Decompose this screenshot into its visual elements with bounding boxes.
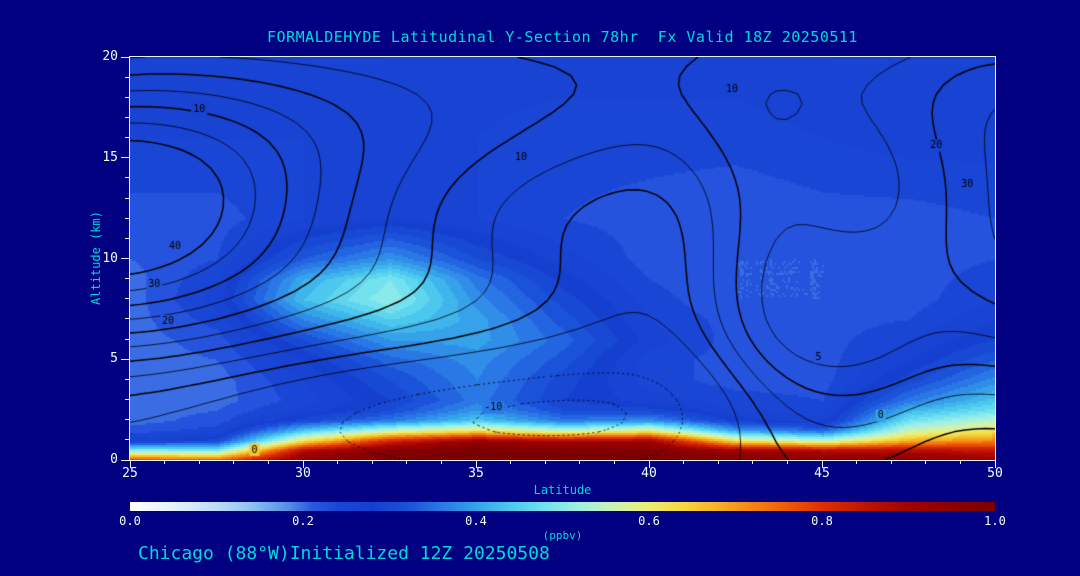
colorbar-tick-label: 0.4 (465, 514, 487, 528)
x-axis-tick (267, 460, 269, 464)
x-axis-tick (959, 460, 961, 464)
x-tick-label: 50 (987, 466, 1003, 481)
y-tick-label: 20 (102, 49, 118, 64)
station-init-annotation: Chicago (88°W)Initialized 12Z 20250508 (138, 543, 550, 564)
x-tick-label: 45 (814, 466, 830, 481)
x-axis-tick (129, 460, 131, 468)
x-axis-tick (821, 460, 823, 468)
x-axis-tick (613, 460, 615, 464)
x-axis-tick (164, 460, 166, 464)
x-axis-label: Latitude (533, 483, 592, 497)
y-axis-tick (121, 258, 130, 259)
x-axis-tick (440, 460, 442, 464)
x-axis-tick (994, 460, 996, 468)
x-axis-tick (337, 460, 339, 464)
x-axis-tick (856, 460, 858, 464)
x-axis-tick (925, 460, 927, 464)
y-axis-tick (121, 358, 130, 360)
colorbar-tick-label: 1.0 (984, 514, 1006, 528)
x-axis-tick (752, 460, 754, 464)
x-axis-tick (579, 460, 581, 464)
colorbar-tick-label: 0.0 (119, 514, 141, 528)
colorbar-tick-label: 0.8 (811, 514, 833, 528)
x-axis-tick (890, 460, 892, 464)
x-axis-tick (371, 460, 373, 464)
x-axis-tick (302, 460, 304, 468)
x-axis-tick (510, 460, 512, 464)
y-axis-label: Altitude (km) (89, 211, 103, 305)
y-axis-tick (121, 56, 130, 58)
x-tick-label: 30 (295, 466, 311, 481)
contour-plot-canvas (130, 57, 995, 460)
y-tick-label: 0 (110, 452, 118, 467)
y-axis-tick (121, 459, 130, 461)
x-tick-label: 40 (641, 466, 657, 481)
y-tick-label: 15 (102, 149, 118, 165)
chart-title: FORMALDEHYDE Latitudinal Y-Section 78hr … (267, 28, 858, 46)
y-tick-label: 5 (110, 351, 118, 367)
x-axis-tick (233, 460, 235, 464)
x-axis-tick (544, 460, 546, 464)
y-axis-tick (121, 157, 130, 159)
colorbar-tick-label: 0.6 (638, 514, 660, 528)
x-axis-tick (475, 460, 477, 468)
x-axis-tick (198, 460, 200, 464)
x-axis-tick (648, 460, 650, 468)
x-axis-tick (717, 460, 719, 464)
x-tick-label: 25 (122, 466, 138, 481)
x-axis-tick (406, 460, 408, 464)
x-tick-label: 35 (468, 466, 484, 481)
x-axis-tick (786, 460, 788, 464)
colorbar-units-label: (ppbv) (542, 529, 583, 542)
colorbar (130, 502, 995, 511)
x-axis-tick (683, 460, 685, 464)
colorbar-tick-label: 0.2 (292, 514, 314, 528)
